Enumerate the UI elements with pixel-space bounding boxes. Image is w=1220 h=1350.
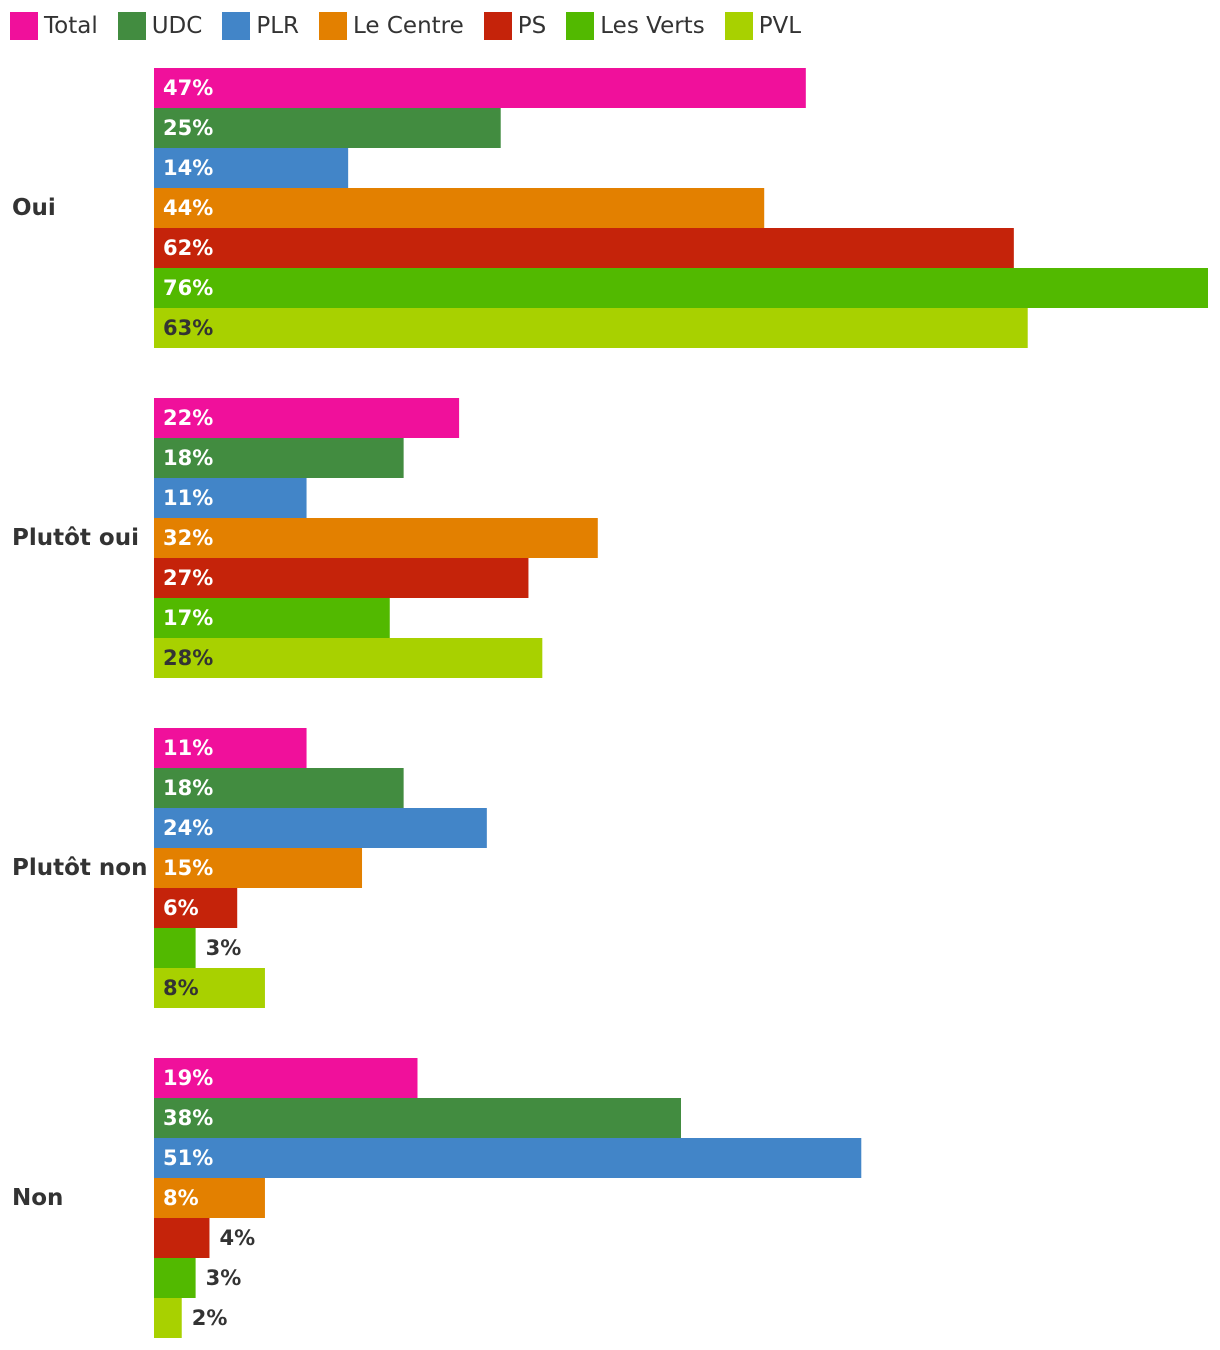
- data-label: 15%: [163, 856, 213, 880]
- data-label: 6%: [163, 896, 199, 920]
- bar-udc-plutot-non[interactable]: [154, 768, 404, 808]
- legend-item-le-centre[interactable]: Le Centre: [319, 10, 464, 42]
- data-label: 38%: [163, 1106, 213, 1130]
- bar-les-verts-oui[interactable]: [154, 268, 1208, 308]
- data-label: 11%: [163, 736, 213, 760]
- legend-label: PVL: [758, 13, 802, 39]
- bar-ps-plutot-oui[interactable]: [154, 558, 529, 598]
- data-label: 18%: [163, 446, 213, 470]
- legend-item-ps[interactable]: PS: [483, 10, 547, 42]
- bar-group-plutot-oui: Plutôt oui 22% 18% 11% 32% 27% 17% 28%: [12, 398, 598, 678]
- legend-item-pvl[interactable]: PVL: [724, 10, 802, 42]
- bar-plr-oui[interactable]: [154, 148, 349, 188]
- data-label: 3%: [206, 1266, 242, 1290]
- legend-label: Le Centre: [353, 13, 464, 39]
- data-label: 8%: [163, 976, 199, 1000]
- bar-pvl-plutot-non[interactable]: [154, 968, 265, 1008]
- data-label: 3%: [206, 936, 242, 960]
- legend-item-les-verts[interactable]: Les Verts: [566, 10, 705, 42]
- data-label: 27%: [163, 566, 213, 590]
- bar-total-plutot-non[interactable]: [154, 728, 307, 768]
- data-label: 62%: [163, 236, 213, 260]
- bar-le-centre-plutot-oui[interactable]: [154, 518, 598, 558]
- category-label: Non: [12, 1185, 63, 1211]
- bar-total-non[interactable]: [154, 1058, 418, 1098]
- data-label: 18%: [163, 776, 213, 800]
- data-label: 28%: [163, 646, 213, 670]
- data-label: 11%: [163, 486, 213, 510]
- data-label: 17%: [163, 606, 213, 630]
- legend-item-plr[interactable]: PLR: [222, 10, 299, 42]
- data-label: 24%: [163, 816, 213, 840]
- bar-le-centre-non[interactable]: [154, 1178, 265, 1218]
- legend-item-total[interactable]: Total: [10, 10, 98, 42]
- bar-le-centre-oui[interactable]: [154, 188, 765, 228]
- bar-plr-non[interactable]: [154, 1138, 862, 1178]
- bar-ps-plutot-non[interactable]: [154, 888, 238, 928]
- bar-pvl-oui[interactable]: [154, 308, 1028, 348]
- legend-item-udc[interactable]: UDC: [117, 10, 203, 42]
- legend-label: PS: [517, 13, 547, 39]
- legend-label: Les Verts: [600, 13, 705, 39]
- legend-swatch: [566, 12, 595, 40]
- data-label: 4%: [219, 1226, 255, 1250]
- category-label: Oui: [12, 195, 56, 221]
- bar-total-oui[interactable]: [154, 68, 806, 108]
- bar-plr-plutot-non[interactable]: [154, 808, 487, 848]
- data-label: 14%: [163, 156, 213, 180]
- legend-label: Total: [44, 13, 98, 39]
- bar-total-plutot-oui[interactable]: [154, 398, 460, 438]
- legend-label: PLR: [256, 13, 299, 39]
- data-label: 76%: [163, 276, 213, 300]
- bar-udc-non[interactable]: [154, 1098, 681, 1138]
- data-label: 8%: [163, 1186, 199, 1210]
- legend-swatch: [222, 12, 251, 40]
- data-label: 51%: [163, 1146, 213, 1170]
- bar-ps-non[interactable]: [154, 1218, 210, 1258]
- bar-les-verts-non[interactable]: [154, 1258, 196, 1298]
- bar-ps-oui[interactable]: [154, 228, 1014, 268]
- legend-swatch: [483, 12, 512, 40]
- bar-le-centre-plutot-non[interactable]: [154, 848, 363, 888]
- legend-swatch: [724, 12, 753, 40]
- data-label: 2%: [192, 1306, 228, 1330]
- bar-group-plutot-non: Plutôt non 11% 18% 24% 15% 6% 3% 8%: [12, 728, 487, 1008]
- legend: Total UDC PLR Le Centre PS Les Verts PVL: [10, 10, 821, 42]
- category-label: Plutôt non: [12, 855, 147, 881]
- data-label: 32%: [163, 526, 213, 550]
- legend-swatch: [117, 12, 146, 40]
- bar-group-oui: Oui 47% 25% 14% 44% 62% 76% 63%: [12, 68, 1208, 348]
- data-label: 22%: [163, 406, 213, 430]
- legend-swatch: [10, 12, 38, 40]
- data-label: 44%: [163, 196, 213, 220]
- bar-plr-plutot-oui[interactable]: [154, 478, 307, 518]
- legend-label: UDC: [151, 13, 203, 39]
- data-label: 19%: [163, 1066, 213, 1090]
- category-label: Plutôt oui: [12, 525, 139, 551]
- bar-udc-plutot-oui[interactable]: [154, 438, 404, 478]
- data-label: 25%: [163, 116, 213, 140]
- bar-les-verts-plutot-oui[interactable]: [154, 598, 390, 638]
- bar-udc-oui[interactable]: [154, 108, 501, 148]
- bar-les-verts-plutot-non[interactable]: [154, 928, 196, 968]
- bar-group-non: Non 19% 38% 51% 8% 4% 3% 2%: [12, 1058, 862, 1338]
- bar-pvl-plutot-oui[interactable]: [154, 638, 543, 678]
- bar-pvl-non[interactable]: [154, 1298, 182, 1338]
- data-label: 47%: [163, 76, 213, 100]
- data-label: 63%: [163, 316, 213, 340]
- legend-swatch: [319, 12, 347, 40]
